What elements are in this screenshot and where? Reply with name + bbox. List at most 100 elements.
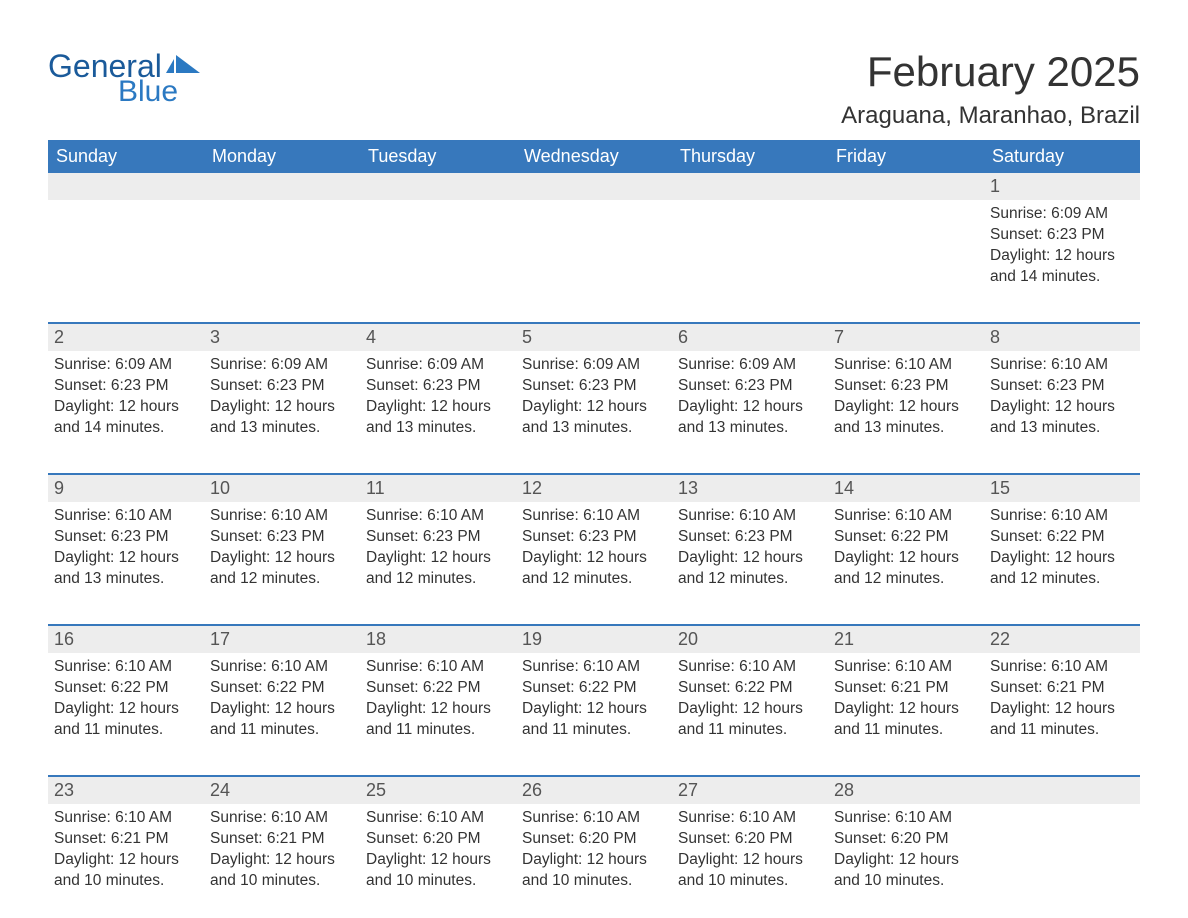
daylight-text: Daylight: 12 hours and 12 minutes. xyxy=(834,548,978,590)
day-number: 11 xyxy=(360,475,516,502)
day-cell: Sunrise: 6:10 AMSunset: 6:22 PMDaylight:… xyxy=(984,502,1140,612)
daylight-text: Daylight: 12 hours and 11 minutes. xyxy=(990,699,1134,741)
sunrise-text: Sunrise: 6:10 AM xyxy=(210,506,354,527)
sunrise-text: Sunrise: 6:09 AM xyxy=(366,355,510,376)
day-cell: Sunrise: 6:10 AMSunset: 6:21 PMDaylight:… xyxy=(984,653,1140,763)
day-number: 28 xyxy=(828,777,984,804)
sunset-text: Sunset: 6:20 PM xyxy=(366,829,510,850)
sunrise-text: Sunrise: 6:10 AM xyxy=(54,657,198,678)
day-number: 4 xyxy=(360,324,516,351)
daylight-text: Daylight: 12 hours and 14 minutes. xyxy=(990,246,1134,288)
daylight-text: Daylight: 12 hours and 11 minutes. xyxy=(210,699,354,741)
sunrise-text: Sunrise: 6:10 AM xyxy=(834,506,978,527)
daylight-text: Daylight: 12 hours and 13 minutes. xyxy=(210,397,354,439)
daylight-text: Daylight: 12 hours and 10 minutes. xyxy=(834,850,978,892)
sunrise-text: Sunrise: 6:10 AM xyxy=(210,657,354,678)
day-cell: Sunrise: 6:10 AMSunset: 6:23 PMDaylight:… xyxy=(516,502,672,612)
sunset-text: Sunset: 6:23 PM xyxy=(834,376,978,397)
day-cell: Sunrise: 6:10 AMSunset: 6:23 PMDaylight:… xyxy=(984,351,1140,461)
day-number: 22 xyxy=(984,626,1140,653)
day-cell: Sunrise: 6:10 AMSunset: 6:21 PMDaylight:… xyxy=(48,804,204,914)
sunset-text: Sunset: 6:23 PM xyxy=(522,527,666,548)
weekday-header-row: Sunday Monday Tuesday Wednesday Thursday… xyxy=(48,140,1140,173)
day-cell: Sunrise: 6:10 AMSunset: 6:23 PMDaylight:… xyxy=(828,351,984,461)
day-number: 27 xyxy=(672,777,828,804)
day-cell xyxy=(672,200,828,310)
day-cell: Sunrise: 6:09 AMSunset: 6:23 PMDaylight:… xyxy=(204,351,360,461)
sunset-text: Sunset: 6:22 PM xyxy=(366,678,510,699)
sunrise-text: Sunrise: 6:09 AM xyxy=(210,355,354,376)
day-number xyxy=(516,173,672,200)
day-cell: Sunrise: 6:10 AMSunset: 6:22 PMDaylight:… xyxy=(48,653,204,763)
weekday-header: Tuesday xyxy=(360,140,516,173)
day-cell: Sunrise: 6:10 AMSunset: 6:22 PMDaylight:… xyxy=(672,653,828,763)
daylight-text: Daylight: 12 hours and 12 minutes. xyxy=(210,548,354,590)
sunrise-text: Sunrise: 6:10 AM xyxy=(678,506,822,527)
calendar-week: 9101112131415Sunrise: 6:10 AMSunset: 6:2… xyxy=(48,473,1140,612)
sunrise-text: Sunrise: 6:10 AM xyxy=(366,808,510,829)
weekday-header: Thursday xyxy=(672,140,828,173)
sunrise-text: Sunrise: 6:10 AM xyxy=(366,506,510,527)
daylight-text: Daylight: 12 hours and 10 minutes. xyxy=(678,850,822,892)
day-number xyxy=(360,173,516,200)
day-number: 10 xyxy=(204,475,360,502)
daylight-text: Daylight: 12 hours and 11 minutes. xyxy=(522,699,666,741)
daylight-text: Daylight: 12 hours and 14 minutes. xyxy=(54,397,198,439)
sunset-text: Sunset: 6:23 PM xyxy=(54,376,198,397)
day-cell: Sunrise: 6:10 AMSunset: 6:21 PMDaylight:… xyxy=(204,804,360,914)
day-number: 15 xyxy=(984,475,1140,502)
day-cell xyxy=(984,804,1140,914)
day-number xyxy=(828,173,984,200)
day-cell: Sunrise: 6:10 AMSunset: 6:20 PMDaylight:… xyxy=(828,804,984,914)
day-cell: Sunrise: 6:09 AMSunset: 6:23 PMDaylight:… xyxy=(360,351,516,461)
weekday-header: Wednesday xyxy=(516,140,672,173)
daylight-text: Daylight: 12 hours and 13 minutes. xyxy=(990,397,1134,439)
day-cell: Sunrise: 6:10 AMSunset: 6:22 PMDaylight:… xyxy=(828,502,984,612)
sunrise-text: Sunrise: 6:10 AM xyxy=(522,808,666,829)
sunset-text: Sunset: 6:21 PM xyxy=(210,829,354,850)
sunrise-text: Sunrise: 6:10 AM xyxy=(990,506,1134,527)
day-number: 21 xyxy=(828,626,984,653)
day-number: 14 xyxy=(828,475,984,502)
sunset-text: Sunset: 6:22 PM xyxy=(678,678,822,699)
calendar-week: 2345678Sunrise: 6:09 AMSunset: 6:23 PMDa… xyxy=(48,322,1140,461)
sunrise-text: Sunrise: 6:10 AM xyxy=(522,657,666,678)
sunrise-text: Sunrise: 6:10 AM xyxy=(990,657,1134,678)
sunrise-text: Sunrise: 6:10 AM xyxy=(54,808,198,829)
title-block: February 2025 Araguana, Maranhao, Brazil xyxy=(841,48,1140,130)
logo-word-blue: Blue xyxy=(118,75,178,109)
day-number xyxy=(984,777,1140,804)
day-cell: Sunrise: 6:09 AMSunset: 6:23 PMDaylight:… xyxy=(672,351,828,461)
daylight-text: Daylight: 12 hours and 11 minutes. xyxy=(54,699,198,741)
month-title: February 2025 xyxy=(841,48,1140,96)
day-number: 24 xyxy=(204,777,360,804)
daylight-text: Daylight: 12 hours and 13 minutes. xyxy=(366,397,510,439)
sunrise-text: Sunrise: 6:10 AM xyxy=(366,657,510,678)
weekday-header: Friday xyxy=(828,140,984,173)
sunrise-text: Sunrise: 6:10 AM xyxy=(834,808,978,829)
weekday-header: Monday xyxy=(204,140,360,173)
sunrise-text: Sunrise: 6:10 AM xyxy=(678,657,822,678)
day-number xyxy=(204,173,360,200)
sunrise-text: Sunrise: 6:10 AM xyxy=(834,355,978,376)
sunrise-text: Sunrise: 6:10 AM xyxy=(522,506,666,527)
day-cell: Sunrise: 6:10 AMSunset: 6:23 PMDaylight:… xyxy=(672,502,828,612)
day-number: 7 xyxy=(828,324,984,351)
sunrise-text: Sunrise: 6:10 AM xyxy=(834,657,978,678)
daylight-text: Daylight: 12 hours and 10 minutes. xyxy=(366,850,510,892)
sunrise-text: Sunrise: 6:09 AM xyxy=(54,355,198,376)
day-cell: Sunrise: 6:09 AMSunset: 6:23 PMDaylight:… xyxy=(516,351,672,461)
day-cell xyxy=(516,200,672,310)
day-cell: Sunrise: 6:10 AMSunset: 6:23 PMDaylight:… xyxy=(48,502,204,612)
day-number: 5 xyxy=(516,324,672,351)
weekday-header: Saturday xyxy=(984,140,1140,173)
sunset-text: Sunset: 6:23 PM xyxy=(210,376,354,397)
day-cell: Sunrise: 6:10 AMSunset: 6:23 PMDaylight:… xyxy=(360,502,516,612)
day-number-row: 1 xyxy=(48,173,1140,200)
day-number: 23 xyxy=(48,777,204,804)
day-cell xyxy=(828,200,984,310)
day-number: 18 xyxy=(360,626,516,653)
header-region: General Blue February 2025 Araguana, Mar… xyxy=(48,48,1140,130)
sunset-text: Sunset: 6:22 PM xyxy=(210,678,354,699)
day-cell: Sunrise: 6:10 AMSunset: 6:22 PMDaylight:… xyxy=(204,653,360,763)
